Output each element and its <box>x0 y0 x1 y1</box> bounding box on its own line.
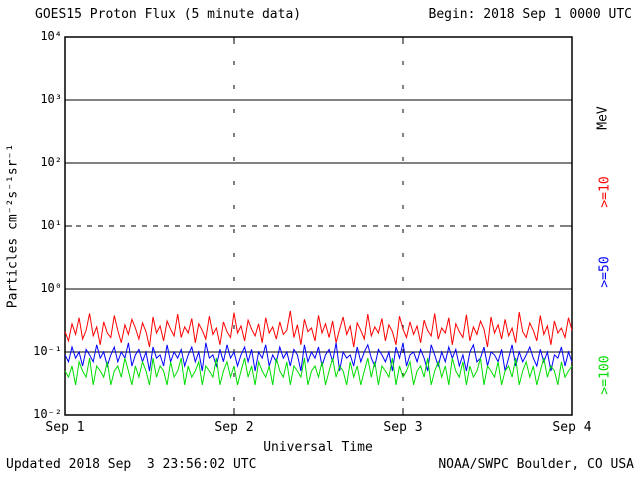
right-unit-label: MeV <box>595 106 611 130</box>
series-label-ge100: >=100 <box>597 355 613 395</box>
y-tick-label: 10⁰ <box>40 281 62 295</box>
series-label-ge50: >=50 <box>597 256 613 288</box>
begin-timestamp: Begin: 2018 Sep 1 0000 UTC <box>428 7 633 22</box>
y-tick-label: 10¹ <box>40 218 62 232</box>
y-tick-label: 10³ <box>40 92 62 106</box>
x-axis-label: Universal Time <box>263 440 373 455</box>
y-tick-label: 10⁴ <box>40 29 62 43</box>
y-axis-label: Particles cm⁻²s⁻¹sr⁻¹ <box>5 143 21 309</box>
x-tick-label: Sep 3 <box>383 420 423 435</box>
series-label-ge10: >=10 <box>597 176 613 208</box>
x-tick-label: Sep 4 <box>552 420 592 435</box>
y-tick-label: 10² <box>40 155 62 169</box>
updated-timestamp: Updated 2018 Sep 3 23:56:02 UTC <box>6 457 257 472</box>
chart-title: GOES15 Proton Flux (5 minute data) <box>35 7 302 22</box>
source-credit: NOAA/SWPC Boulder, CO USA <box>438 457 634 472</box>
y-tick-label: 10⁻¹ <box>33 344 62 358</box>
x-tick-label: Sep 2 <box>214 420 254 435</box>
y-tick-label: 10⁻² <box>33 407 62 421</box>
x-tick-label: Sep 1 <box>45 420 85 435</box>
